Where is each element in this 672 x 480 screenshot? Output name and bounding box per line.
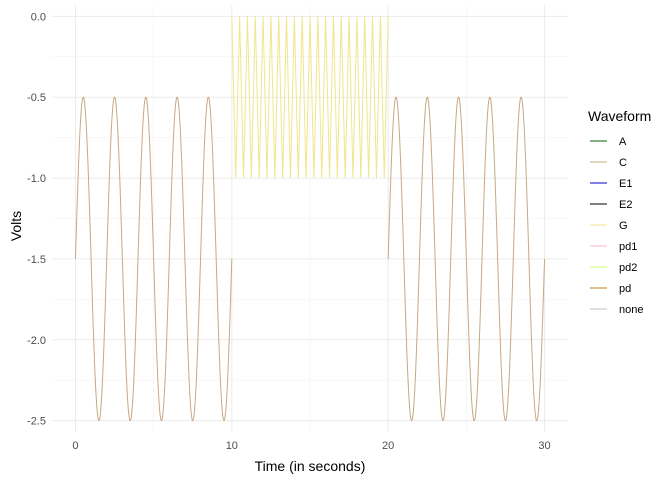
x-tick-label: 0 (72, 440, 78, 452)
y-axis-title: Volts (8, 211, 24, 241)
y-tick-label: 0.0 (31, 11, 46, 23)
legend-item: none (590, 304, 643, 316)
legend-item: pd (590, 283, 631, 295)
legend-label: pd2 (619, 262, 637, 274)
legend-label: pd (619, 283, 631, 295)
y-tick-label: -0.5 (27, 92, 46, 104)
legend-item: E1 (590, 178, 632, 190)
grid (52, 5, 568, 432)
series-line-G (231, 16, 389, 179)
series-line-C (74, 96, 233, 422)
series-line-C (387, 96, 546, 422)
legend-item: A (590, 136, 627, 148)
y-tick-label: -1.5 (27, 254, 46, 266)
legend-label: none (619, 304, 643, 316)
legend-item: G (590, 220, 628, 232)
x-axis-title: Time (in seconds) (255, 458, 366, 474)
legend-title: Waveform (588, 108, 651, 124)
y-tick-label: -2.0 (27, 335, 46, 347)
legend-label: E1 (619, 178, 632, 190)
legend-item: E2 (590, 199, 632, 211)
y-axis-ticks: 0.0 -0.5 -1.0 -1.5 -2.0 -2.5 (27, 11, 46, 427)
y-tick-label: -1.0 (27, 173, 46, 185)
legend-item: pd2 (590, 262, 637, 274)
plot-area (74, 16, 546, 422)
legend-label: A (619, 136, 627, 148)
x-tick-label: 10 (226, 440, 238, 452)
legend-item: C (590, 157, 627, 169)
legend-label: C (619, 157, 627, 169)
x-axis-ticks: 0 10 20 30 (72, 440, 550, 452)
y-tick-label: -2.5 (27, 416, 46, 428)
x-tick-label: 20 (382, 440, 394, 452)
x-tick-label: 30 (538, 440, 550, 452)
legend-label: E2 (619, 199, 632, 211)
legend-label: pd1 (619, 241, 637, 253)
legend-item: pd1 (590, 241, 637, 253)
legend-label: G (619, 220, 628, 232)
